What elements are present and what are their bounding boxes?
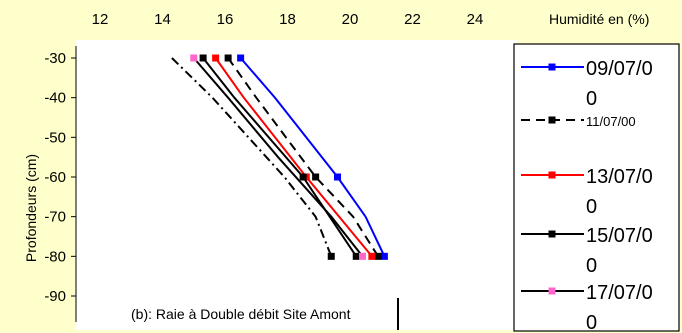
- y-tick-label: -90: [44, 288, 66, 305]
- series-line: [227, 57, 379, 257]
- data-point: [374, 252, 382, 260]
- data-point: [312, 173, 320, 181]
- series-3: [199, 54, 360, 260]
- legend-swatch-marker: [548, 171, 556, 179]
- data-point: [224, 54, 232, 62]
- data-point: [199, 54, 207, 62]
- y-axis-title-group: Profondeurs (cm): [23, 154, 39, 262]
- series-layer: [171, 54, 388, 260]
- x-tick-label: 16: [217, 11, 234, 28]
- y-axis-ticks: -30 -40 -50 -60 -70 -80 -90: [44, 50, 76, 305]
- legend-label: 0: [586, 255, 597, 277]
- x-tick-label: 24: [467, 11, 484, 28]
- series-5: [171, 57, 335, 260]
- legend-item: 15/07/0 0: [521, 225, 653, 277]
- data-point: [334, 173, 341, 181]
- legend: 09/07/0 0 11/07/00 13/07/0 0 15/07/0 0 17/07/0 0: [513, 43, 680, 333]
- y-axis-title: Profondeurs (cm): [23, 154, 39, 262]
- y-tick-label: -30: [44, 50, 66, 67]
- series-line: [193, 57, 364, 257]
- annotation-box: (b): Raie à Double débit Site Amont: [126, 298, 399, 330]
- data-point: [368, 252, 376, 260]
- series-4: [190, 54, 366, 260]
- data-point: [352, 252, 360, 260]
- x-axis-title: Humidité en (%): [549, 11, 649, 27]
- data-point: [212, 54, 220, 62]
- legend-label: 09/07/0: [586, 58, 653, 80]
- legend-swatch-marker: [548, 63, 556, 71]
- series-line: [202, 57, 358, 257]
- data-point: [299, 173, 307, 181]
- series-line: [171, 57, 333, 257]
- legend-label: 0: [586, 312, 597, 333]
- series-1: [224, 54, 382, 260]
- series-0: [237, 54, 388, 260]
- legend-label: 11/07/00: [586, 114, 636, 129]
- series-line: [214, 57, 373, 257]
- x-tick-label: 22: [404, 11, 421, 28]
- x-axis-ticks: 12 14 16 18 20 22 24: [92, 11, 484, 28]
- legend-label: 15/07/0: [586, 225, 653, 247]
- data-point: [237, 54, 245, 62]
- x-tick-label: 20: [342, 11, 359, 28]
- legend-item: 17/07/0 0: [521, 282, 653, 333]
- plot-area: [76, 40, 518, 330]
- data-point: [190, 54, 198, 62]
- data-point: [359, 252, 366, 260]
- y-tick-label: -80: [44, 248, 66, 265]
- y-tick-label: -70: [44, 209, 66, 226]
- x-tick-label: 18: [279, 11, 296, 28]
- data-point: [380, 252, 388, 260]
- data-point: [327, 252, 335, 260]
- legend-item: 13/07/0 0: [521, 166, 653, 218]
- legend-item: 09/07/0 0: [521, 58, 653, 110]
- legend-label: 13/07/0: [586, 166, 653, 188]
- legend-swatch-marker: [548, 230, 556, 238]
- legend-label: 17/07/0: [586, 282, 653, 304]
- y-tick-label: -60: [44, 169, 66, 186]
- y-tick-label: -40: [44, 90, 66, 107]
- x-tick-label: 12: [92, 11, 109, 28]
- y-tick-label: -50: [44, 129, 66, 146]
- legend-swatch-marker: [548, 116, 556, 124]
- x-tick-label: 14: [154, 11, 171, 28]
- legend-item: 11/07/00: [521, 114, 636, 129]
- annotation-text: (b): Raie à Double débit Site Amont: [131, 306, 351, 322]
- legend-label: 0: [586, 196, 597, 218]
- legend-label: 0: [586, 88, 597, 110]
- legend-swatch-marker: [548, 287, 556, 295]
